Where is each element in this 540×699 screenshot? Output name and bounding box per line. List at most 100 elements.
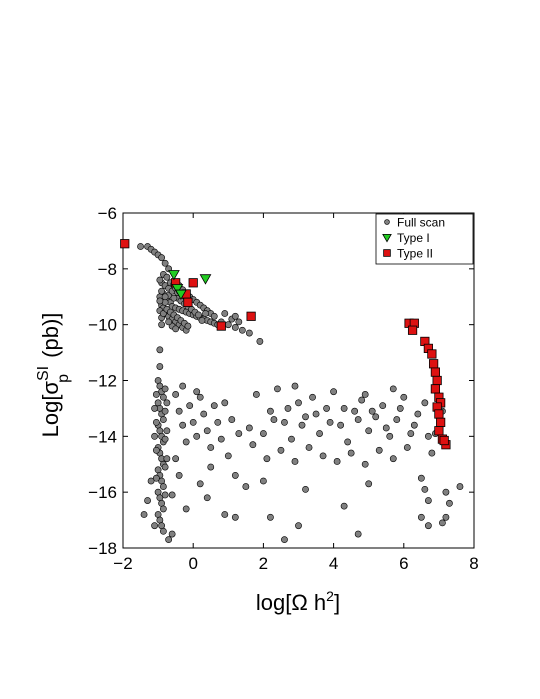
full-scan-point — [198, 317, 206, 324]
full-scan-point — [389, 455, 397, 463]
full-scan-point — [330, 388, 337, 396]
full-scan-point — [156, 427, 164, 435]
full-scan-point — [163, 427, 171, 435]
full-scan-point — [421, 485, 429, 493]
full-scan-point — [151, 522, 158, 530]
type-i-point — [168, 270, 180, 281]
legend-label-full-scan: Full scan — [397, 216, 445, 230]
full-scan-point — [221, 399, 229, 407]
full-scan-point — [424, 497, 432, 504]
full-scan-point — [158, 287, 166, 295]
full-scan-point — [263, 455, 271, 463]
full-scan-point — [207, 463, 215, 471]
y-tick-label: −14 — [88, 427, 117, 446]
full-scan-point — [210, 402, 218, 410]
full-scan-point — [298, 421, 306, 429]
full-scan-point — [361, 460, 369, 468]
full-scan-point — [154, 399, 162, 407]
type-ii-point — [183, 297, 193, 307]
plot-frame — [122, 212, 475, 549]
full-scan-point — [326, 418, 334, 426]
legend-label-type-i: Type I — [397, 231, 430, 245]
full-scan-point — [172, 455, 180, 463]
legend-label-type-ii: Type II — [397, 247, 433, 261]
full-scan-point — [195, 311, 202, 319]
y-axis-title-superscript: SI — [35, 366, 52, 381]
full-scan-point — [163, 399, 171, 407]
full-scan-point — [224, 452, 232, 460]
full-scan-point — [267, 513, 274, 521]
full-scan-point — [196, 393, 204, 401]
full-scan-point — [159, 483, 167, 490]
full-scan-point — [319, 452, 327, 460]
full-scan-point — [407, 430, 415, 437]
full-scan-point — [231, 472, 239, 479]
full-scan-point — [291, 382, 299, 390]
type-ii-point — [427, 349, 437, 359]
full-scan-point — [365, 480, 373, 488]
full-scan-point — [309, 393, 316, 401]
type-ii-point — [188, 278, 198, 288]
full-scan-point — [184, 322, 192, 330]
full-scan-point — [159, 416, 167, 423]
full-scan-point — [186, 402, 194, 410]
full-scan-point — [224, 321, 232, 329]
full-scan-point — [161, 259, 169, 267]
y-tick-label: −10 — [88, 316, 117, 335]
x-tick-label: 8 — [469, 554, 478, 573]
full-scan-point — [256, 338, 264, 345]
full-scan-point — [417, 513, 425, 521]
full-scan-point — [312, 410, 320, 418]
full-scan-point — [252, 391, 260, 398]
full-scan-point — [302, 485, 309, 493]
type-ii-point — [430, 367, 440, 377]
full-scan-point — [217, 435, 225, 443]
full-scan-point — [396, 405, 404, 412]
full-scan-point — [161, 385, 169, 393]
type-ii-point — [439, 435, 449, 446]
type-ii-point — [120, 239, 130, 249]
full-scan-point — [358, 396, 366, 404]
full-scan-point — [375, 446, 383, 454]
full-scan-point — [159, 393, 167, 401]
full-scan-point — [403, 444, 411, 451]
full-scan-point — [170, 294, 178, 302]
full-scan-point — [147, 477, 155, 485]
full-scan-point — [140, 511, 148, 518]
full-scan-point — [245, 424, 253, 432]
full-scan-point — [172, 391, 180, 398]
full-scan-point — [203, 427, 211, 435]
full-scan-point — [417, 474, 425, 482]
full-scan-point — [267, 407, 274, 415]
full-scan-point — [193, 432, 201, 440]
full-scan-point — [152, 474, 160, 482]
full-scan-point — [156, 363, 164, 370]
full-scan-point — [372, 413, 380, 421]
full-scan-point — [249, 441, 257, 449]
full-scan-point — [281, 418, 288, 426]
y-tick-label: −8 — [98, 260, 117, 279]
full-scan-point — [235, 430, 243, 437]
full-scan-point — [347, 449, 355, 457]
full-scan-point — [158, 522, 166, 530]
x-axis-title-close: ] — [334, 590, 340, 615]
full-scan-point — [386, 432, 394, 440]
full-scan-point — [165, 536, 173, 544]
full-scan-point — [274, 385, 281, 393]
y-axis-title-main: Log[σ — [38, 381, 63, 438]
type-i-point — [199, 274, 212, 285]
full-scan-point — [231, 312, 239, 320]
full-scan-point — [424, 432, 432, 440]
full-scan-point — [163, 273, 171, 281]
full-scan-point — [196, 480, 204, 488]
full-scan-point — [161, 293, 169, 301]
full-scan-point — [368, 407, 376, 415]
full-scan-point — [152, 391, 160, 398]
y-axis-title-rest: (pb)] — [38, 313, 63, 364]
full-scan-point — [410, 421, 418, 429]
full-scan-point — [361, 391, 369, 398]
full-scan-point — [400, 393, 408, 401]
full-scan-point — [161, 407, 169, 415]
full-scan-point — [175, 472, 183, 479]
type-ii-point — [429, 359, 439, 369]
